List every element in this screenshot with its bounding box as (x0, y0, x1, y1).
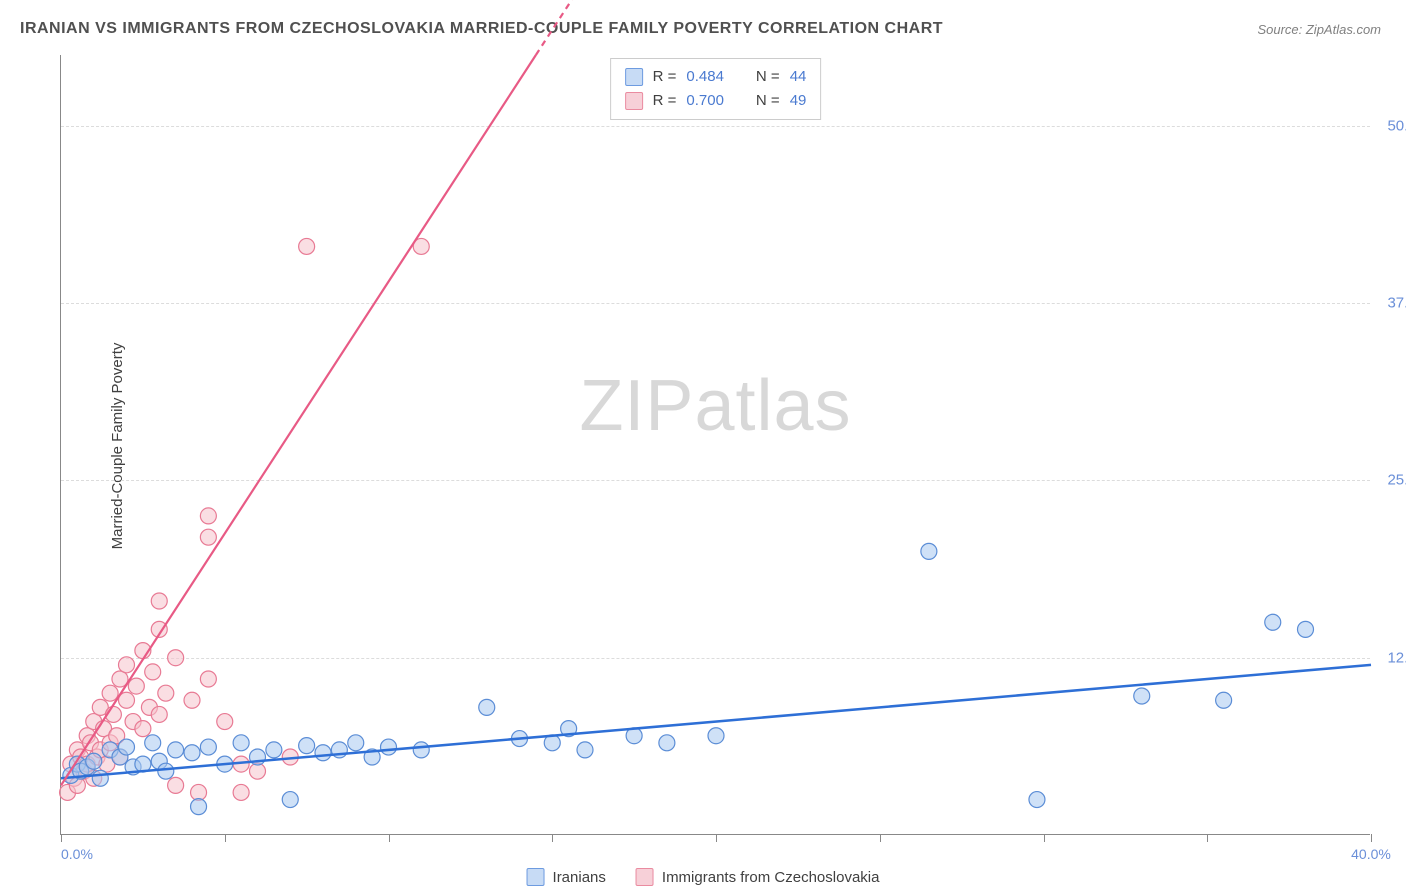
legend-row-series-2: R = 0.700 N = 49 (625, 89, 807, 113)
r-label: R = (653, 89, 677, 113)
data-point (299, 238, 315, 254)
y-tick-label: 12.5% (1387, 649, 1406, 666)
data-point (1298, 621, 1314, 637)
data-point (135, 721, 151, 737)
data-point (200, 739, 216, 755)
x-tick (1044, 834, 1045, 842)
swatch-series-1 (625, 68, 643, 86)
data-point (282, 792, 298, 808)
plot-area: ZIPatlas R = 0.484 N = 44 R = 0.700 N = … (60, 55, 1370, 835)
data-point (381, 739, 397, 755)
data-point (145, 664, 161, 680)
x-tick (1207, 834, 1208, 842)
swatch-icon (636, 868, 654, 886)
legend-row-series-1: R = 0.484 N = 44 (625, 65, 807, 89)
x-tick (1371, 834, 1372, 842)
data-point (158, 763, 174, 779)
chart-title: IRANIAN VS IMMIGRANTS FROM CZECHOSLOVAKI… (20, 20, 943, 38)
data-point (119, 739, 135, 755)
data-point (86, 753, 102, 769)
data-point (413, 742, 429, 758)
data-point (119, 657, 135, 673)
chart-svg (61, 55, 1370, 834)
trend-line (61, 665, 1371, 778)
x-tick (880, 834, 881, 842)
data-point (151, 706, 167, 722)
n-value-2: 49 (790, 89, 807, 113)
data-point (1216, 692, 1232, 708)
data-point (191, 799, 207, 815)
x-tick (716, 834, 717, 842)
n-value-1: 44 (790, 65, 807, 89)
data-point (479, 699, 495, 715)
source-label: Source: ZipAtlas.com (1257, 22, 1381, 37)
data-point (708, 728, 724, 744)
x-tick (552, 834, 553, 842)
data-point (184, 745, 200, 761)
data-point (1029, 792, 1045, 808)
y-tick-label: 50.0% (1387, 117, 1406, 134)
data-point (233, 735, 249, 751)
data-point (145, 735, 161, 751)
data-point (200, 508, 216, 524)
data-point (168, 777, 184, 793)
legend-label-1: Iranians (553, 869, 606, 886)
data-point (92, 770, 108, 786)
data-point (315, 745, 331, 761)
correlation-legend: R = 0.484 N = 44 R = 0.700 N = 49 (610, 58, 822, 120)
data-point (348, 735, 364, 751)
data-point (1265, 614, 1281, 630)
data-point (158, 685, 174, 701)
n-label: N = (756, 89, 780, 113)
data-point (200, 529, 216, 545)
data-point (233, 784, 249, 800)
data-point (168, 650, 184, 666)
r-value-1: 0.484 (686, 65, 724, 89)
series-legend: Iranians Immigrants from Czechoslovakia (527, 868, 880, 886)
y-tick-label: 37.5% (1387, 295, 1406, 312)
data-point (184, 692, 200, 708)
swatch-icon (527, 868, 545, 886)
data-point (102, 685, 118, 701)
x-tick-label-last: 40.0% (1351, 846, 1391, 862)
data-point (577, 742, 593, 758)
data-point (266, 742, 282, 758)
data-point (299, 738, 315, 754)
n-label: N = (756, 65, 780, 89)
data-point (168, 742, 184, 758)
data-point (128, 678, 144, 694)
x-tick (61, 834, 62, 842)
data-point (151, 593, 167, 609)
x-tick (389, 834, 390, 842)
trend-line (61, 55, 536, 785)
swatch-series-2 (625, 92, 643, 110)
data-point (217, 714, 233, 730)
data-point (921, 543, 937, 559)
legend-item-1: Iranians (527, 868, 606, 886)
r-value-2: 0.700 (686, 89, 724, 113)
legend-label-2: Immigrants from Czechoslovakia (662, 869, 880, 886)
x-tick-label-first: 0.0% (61, 846, 93, 862)
data-point (659, 735, 675, 751)
y-tick-label: 25.0% (1387, 472, 1406, 489)
data-point (1134, 688, 1150, 704)
data-point (200, 671, 216, 687)
legend-item-2: Immigrants from Czechoslovakia (636, 868, 880, 886)
x-tick (225, 834, 226, 842)
r-label: R = (653, 65, 677, 89)
